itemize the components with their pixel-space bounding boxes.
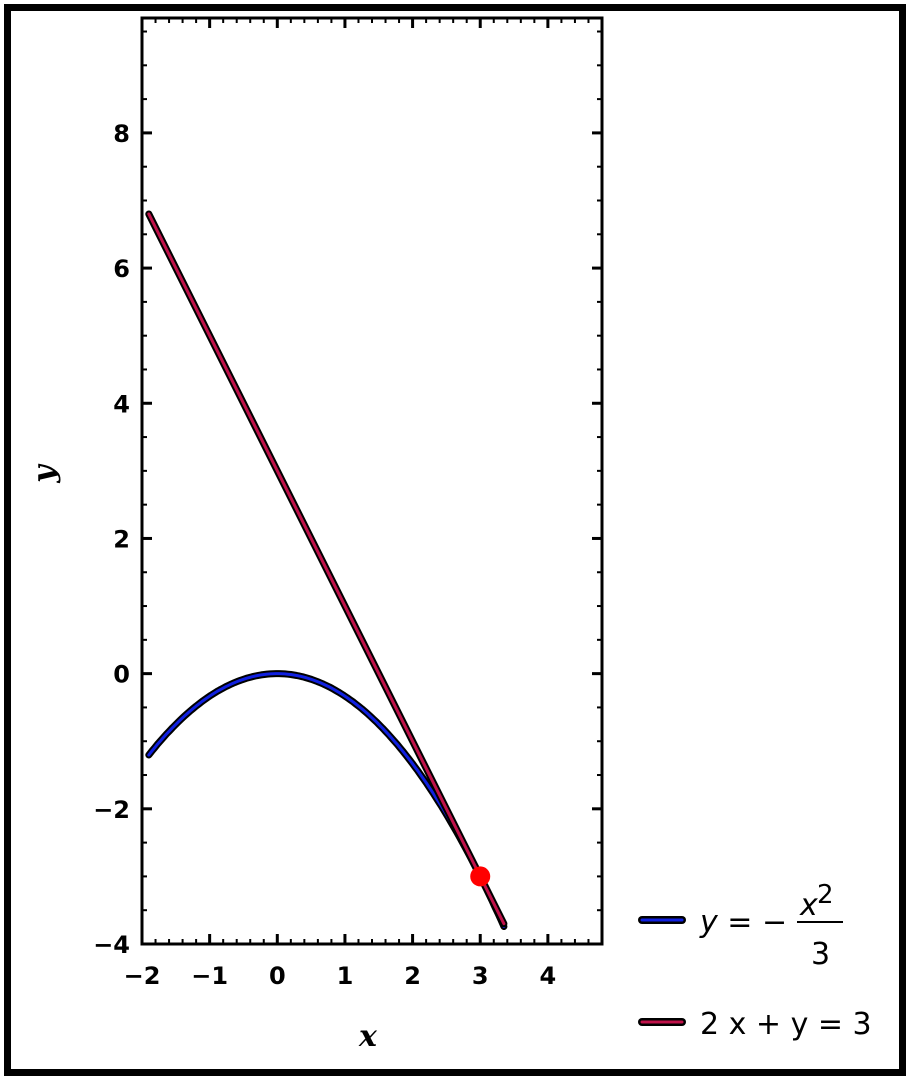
minor-ticks <box>142 18 603 944</box>
legend-curve-prefix: y = − <box>699 905 787 940</box>
y-axis-label: y <box>27 463 62 484</box>
x-tick-label: −2 <box>124 962 161 990</box>
legend-curve-exponent: 2 <box>817 880 834 910</box>
plot-area <box>140 16 604 946</box>
legend-curve-denominator: 3 <box>811 937 830 972</box>
figure-frame <box>4 4 906 1076</box>
major-ticks <box>140 18 602 946</box>
legend-item-curve: y = − x 2 3 <box>638 880 843 972</box>
legend-item-line: 2 x + y = 3 <box>638 1007 872 1042</box>
parabola-series-line <box>147 672 506 928</box>
y-tick-label: −2 <box>93 796 130 824</box>
legend-curve-numerator: x <box>799 888 818 923</box>
legend: y = − x 2 3 2 x + y = 3 <box>638 880 872 1042</box>
y-tick-label: 6 <box>113 255 130 283</box>
series-layer <box>145 210 508 930</box>
series-outline <box>145 670 508 930</box>
tangent-series-line <box>147 212 506 926</box>
y-tick-label: 2 <box>113 525 130 553</box>
plot-frame <box>140 16 604 946</box>
y-tick-label: 0 <box>113 661 130 689</box>
x-tick-labels: −2 −1 0 1 2 3 4 <box>124 962 557 990</box>
x-tick-label: 3 <box>472 962 489 990</box>
y-tick-label: −4 <box>93 931 130 959</box>
y-tick-label: 8 <box>113 120 130 148</box>
x-tick-label: −1 <box>191 962 228 990</box>
x-tick-label: 4 <box>540 962 557 990</box>
x-axis-label: x <box>358 1019 378 1054</box>
x-tick-label: 1 <box>337 962 354 990</box>
x-tick-label: 2 <box>404 962 421 990</box>
y-tick-labels: −4 −2 0 2 4 6 8 <box>93 120 130 959</box>
points-layer <box>470 866 491 887</box>
legend-line-text: 2 x + y = 3 <box>700 1007 872 1042</box>
x-tick-label: 0 <box>269 962 286 990</box>
y-tick-label: 4 <box>113 390 130 418</box>
tangent-point <box>470 866 491 887</box>
